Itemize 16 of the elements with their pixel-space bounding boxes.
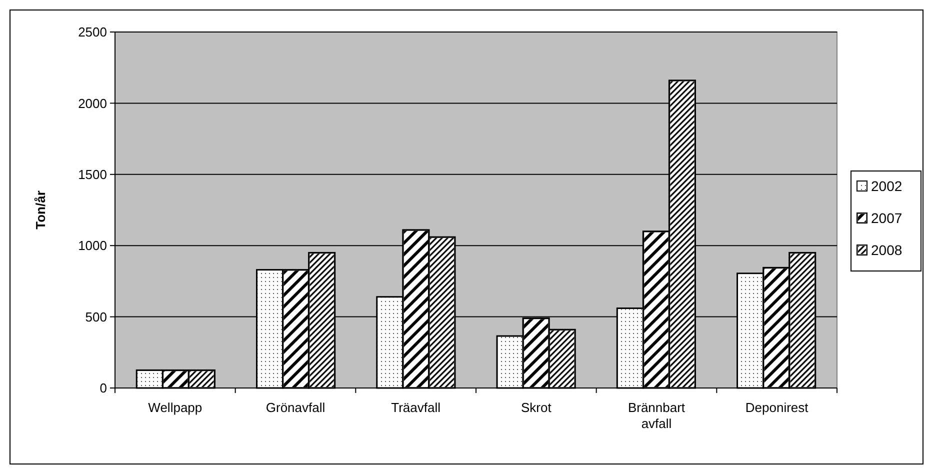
y-tick-label: 0 — [100, 380, 107, 396]
y-tick-label: 1500 — [78, 166, 107, 182]
legend-label: 2002 — [871, 178, 902, 194]
x-tick-label: Grönavfall — [266, 400, 326, 415]
y-tick-label: 2000 — [78, 96, 107, 111]
x-tick-label: Skrot — [520, 400, 552, 415]
x-tick-label: Brännbart avfall — [628, 400, 686, 431]
legend-label: 2008 — [871, 242, 902, 258]
y-tick-label: 2500 — [78, 24, 107, 40]
y-tick-label: 1000 — [78, 238, 107, 254]
y-axis-title: Ton/år — [33, 190, 48, 230]
x-tick-label: Wellpapp — [148, 400, 202, 415]
legend-label: 2007 — [871, 210, 902, 226]
x-tick-label: Deponirest — [745, 400, 809, 415]
y-tick-label: 500 — [85, 309, 107, 324]
x-tick-label: Träavfall — [391, 400, 441, 415]
